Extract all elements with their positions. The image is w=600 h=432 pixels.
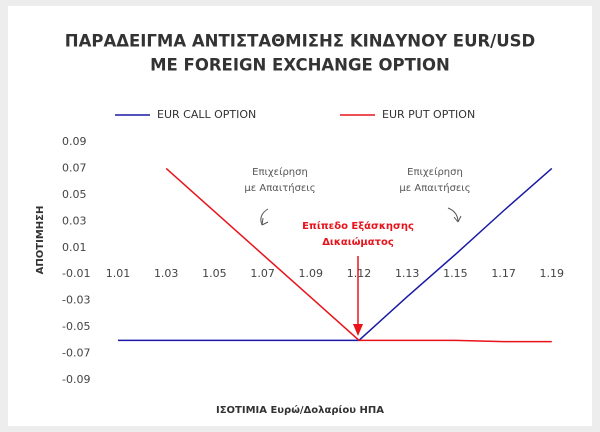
annotation: Επίπεδο Εξάσκησης [302,220,414,232]
x-tick-label: 1.12 [347,267,372,280]
chart-title: ΠΑΡΑΔΕΙΓΜΑ ΑΝΤΙΣΤΑΘΜΙΣΗΣ ΚΙΝΔΥΝΟΥ EUR/US… [65,32,535,51]
y-tick-label: 0.03 [62,214,87,227]
x-tick-label: 1.15 [443,267,468,280]
x-tick-label: 1.09 [299,267,324,280]
y-tick-label: -0.09 [62,373,90,386]
annotation: Δικαιώματος [322,236,394,248]
x-tick-label: 1.13 [395,267,420,280]
y-tick-label: -0.03 [62,294,90,307]
panel [8,6,592,426]
strike-arrow-head [353,324,363,336]
arrow-head [453,215,462,223]
annotation: με Απαιτήσεις [244,182,315,194]
annotation: Επιχείρηση [252,166,308,178]
x-tick-label: 1.17 [491,267,516,280]
arrow-head [261,217,269,226]
annotation: με Απαιτήσεις [399,182,470,194]
y-tick-label: 0.05 [62,188,87,201]
x-tick-label: 1.19 [540,267,565,280]
y-tick-label: 0.01 [62,241,87,254]
x-tick-label: 1.01 [106,267,131,280]
x-tick-label: 1.07 [250,267,275,280]
chart-title: ΜΕ FOREIGN EXCHANGE OPTION [150,56,450,75]
y-tick-label: -0.07 [62,347,90,360]
x-tick-label: 1.03 [154,267,179,280]
annotation: Επιχείρηση [407,166,463,178]
x-tick-label: 1.05 [202,267,227,280]
x-axis-label: ΙΣΟΤΙΜΙΑ Ευρώ/Δολαρίου ΗΠΑ [216,404,384,416]
y-tick-label: 0.07 [62,161,87,174]
y-tick-label: 0.09 [62,135,87,148]
legend-label: EUR CALL OPTION [157,108,256,121]
y-axis-label: ΑΠΟΤΙΜΗΣΗ [35,206,46,275]
legend-label: EUR PUT OPTION [382,108,475,121]
y-tick-label: -0.01 [62,267,90,280]
series-line [165,167,552,343]
arrow [260,208,269,226]
series-line [118,167,553,342]
arrow [447,207,459,223]
y-tick-label: -0.05 [62,320,90,333]
